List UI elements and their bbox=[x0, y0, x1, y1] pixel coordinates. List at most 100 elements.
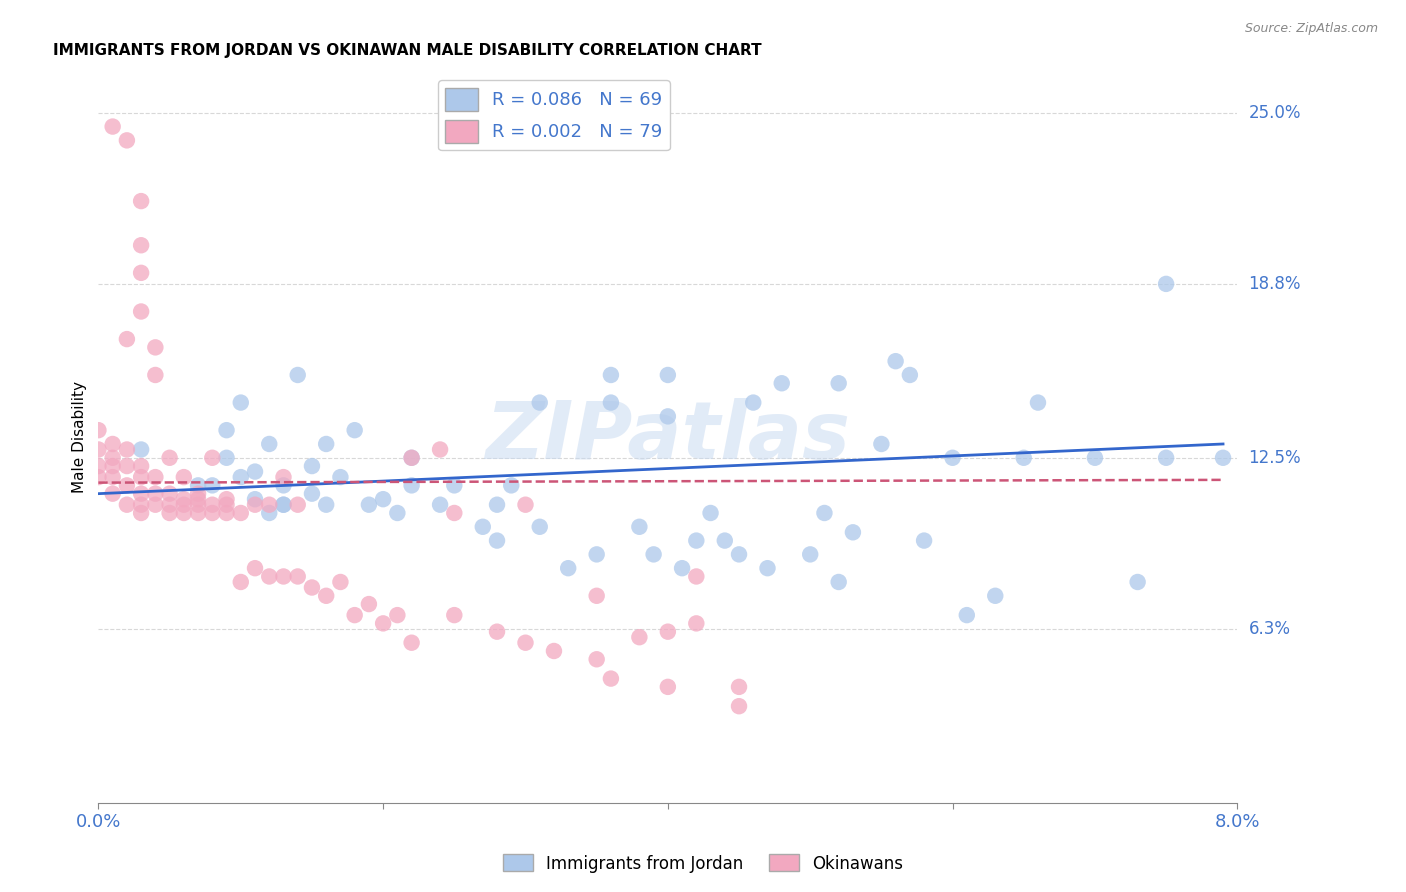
Point bbox=[215, 423, 238, 437]
Point bbox=[486, 498, 509, 512]
Point bbox=[129, 498, 152, 512]
Point bbox=[159, 498, 181, 512]
Point bbox=[699, 506, 721, 520]
Point bbox=[173, 492, 195, 507]
Point bbox=[357, 597, 380, 611]
Point bbox=[742, 395, 765, 409]
Point bbox=[387, 506, 409, 520]
Point bbox=[115, 478, 138, 492]
Point bbox=[101, 450, 124, 465]
Point bbox=[87, 470, 110, 484]
Point bbox=[501, 478, 523, 492]
Point bbox=[145, 368, 167, 382]
Point bbox=[129, 442, 152, 457]
Point bbox=[387, 608, 409, 623]
Point bbox=[201, 478, 224, 492]
Point bbox=[942, 450, 965, 465]
Text: 25.0%: 25.0% bbox=[1249, 103, 1301, 122]
Point bbox=[215, 492, 238, 507]
Point bbox=[229, 574, 252, 589]
Point bbox=[371, 616, 394, 631]
Point bbox=[273, 478, 295, 492]
Text: IMMIGRANTS FROM JORDAN VS OKINAWAN MALE DISABILITY CORRELATION CHART: IMMIGRANTS FROM JORDAN VS OKINAWAN MALE … bbox=[53, 43, 762, 58]
Point bbox=[529, 520, 551, 534]
Point bbox=[101, 486, 124, 500]
Point bbox=[159, 506, 181, 520]
Text: Source: ZipAtlas.com: Source: ZipAtlas.com bbox=[1244, 22, 1378, 36]
Point bbox=[115, 498, 138, 512]
Text: ZIPatlas: ZIPatlas bbox=[485, 398, 851, 476]
Point bbox=[129, 238, 152, 252]
Point bbox=[173, 470, 195, 484]
Point bbox=[129, 506, 152, 520]
Point bbox=[273, 498, 295, 512]
Point bbox=[87, 442, 110, 457]
Point bbox=[101, 458, 124, 473]
Point bbox=[145, 486, 167, 500]
Point bbox=[912, 533, 935, 548]
Point bbox=[671, 561, 693, 575]
Point bbox=[956, 608, 979, 623]
Point bbox=[1084, 450, 1107, 465]
Point bbox=[828, 376, 851, 391]
Point bbox=[115, 458, 138, 473]
Point bbox=[145, 498, 167, 512]
Point bbox=[115, 332, 138, 346]
Point bbox=[129, 458, 152, 473]
Point bbox=[101, 120, 124, 134]
Point bbox=[813, 506, 835, 520]
Point bbox=[343, 423, 366, 437]
Text: 18.8%: 18.8% bbox=[1249, 275, 1301, 293]
Point bbox=[1154, 277, 1177, 291]
Point bbox=[115, 442, 138, 457]
Point bbox=[657, 680, 679, 694]
Point bbox=[201, 506, 224, 520]
Point bbox=[301, 581, 323, 595]
Point bbox=[600, 672, 623, 686]
Point bbox=[145, 340, 167, 354]
Point bbox=[600, 395, 623, 409]
Point bbox=[243, 561, 266, 575]
Point bbox=[486, 533, 509, 548]
Point bbox=[401, 450, 423, 465]
Point bbox=[215, 450, 238, 465]
Point bbox=[215, 506, 238, 520]
Point bbox=[287, 368, 309, 382]
Point bbox=[515, 636, 537, 650]
Point bbox=[229, 506, 252, 520]
Point bbox=[1212, 450, 1234, 465]
Point bbox=[129, 194, 152, 208]
Point bbox=[357, 498, 380, 512]
Point bbox=[287, 498, 309, 512]
Point bbox=[287, 569, 309, 583]
Point bbox=[259, 569, 281, 583]
Point bbox=[201, 450, 224, 465]
Point bbox=[585, 548, 607, 562]
Point bbox=[1154, 450, 1177, 465]
Point bbox=[770, 376, 793, 391]
Legend: R = 0.086   N = 69, R = 0.002   N = 79: R = 0.086 N = 69, R = 0.002 N = 79 bbox=[439, 80, 669, 150]
Point bbox=[273, 498, 295, 512]
Point bbox=[259, 506, 281, 520]
Point bbox=[173, 498, 195, 512]
Point bbox=[229, 395, 252, 409]
Point bbox=[429, 442, 451, 457]
Point bbox=[585, 652, 607, 666]
Point bbox=[884, 354, 907, 368]
Point bbox=[543, 644, 565, 658]
Point bbox=[685, 569, 707, 583]
Point bbox=[628, 630, 651, 644]
Point bbox=[657, 409, 679, 424]
Point bbox=[529, 395, 551, 409]
Point bbox=[129, 470, 152, 484]
Point bbox=[273, 470, 295, 484]
Point bbox=[343, 608, 366, 623]
Text: 6.3%: 6.3% bbox=[1249, 620, 1291, 638]
Point bbox=[371, 492, 394, 507]
Point bbox=[259, 437, 281, 451]
Point bbox=[429, 498, 451, 512]
Point bbox=[315, 589, 337, 603]
Point bbox=[515, 498, 537, 512]
Point bbox=[443, 478, 465, 492]
Point bbox=[657, 624, 679, 639]
